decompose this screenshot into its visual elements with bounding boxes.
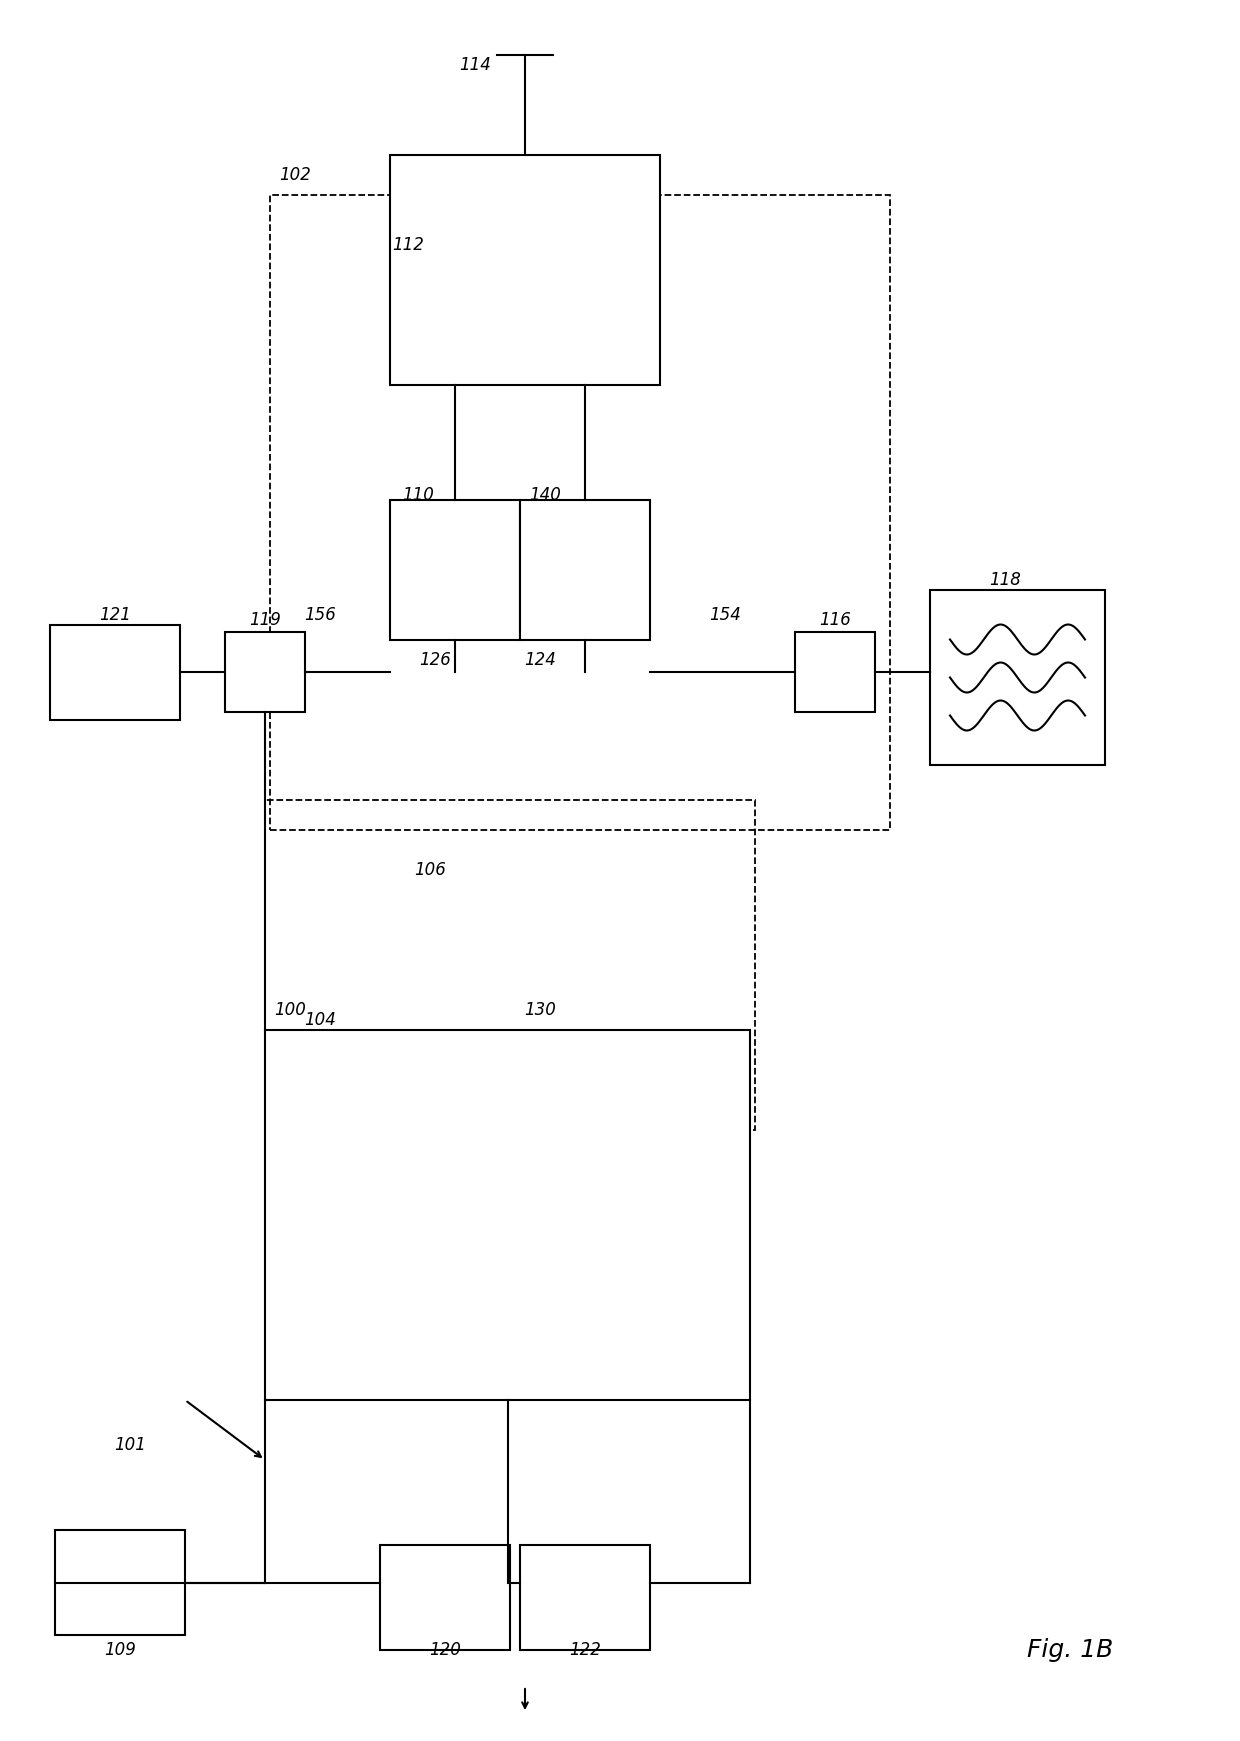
Text: 100: 100 xyxy=(274,1001,306,1018)
Text: 124: 124 xyxy=(525,651,556,669)
Text: 140: 140 xyxy=(529,486,560,503)
Text: 101: 101 xyxy=(114,1436,146,1454)
Text: 119: 119 xyxy=(249,611,281,629)
Bar xyxy=(379,1544,510,1650)
Text: Fig. 1B: Fig. 1B xyxy=(1027,1638,1114,1663)
Bar xyxy=(520,500,650,641)
Bar xyxy=(265,801,755,1130)
Bar xyxy=(795,632,875,712)
Text: 130: 130 xyxy=(525,1001,556,1018)
Text: 126: 126 xyxy=(419,651,451,669)
Text: 120: 120 xyxy=(429,1642,461,1659)
Text: 112: 112 xyxy=(392,237,424,254)
Bar xyxy=(224,632,305,712)
Text: 156: 156 xyxy=(304,606,336,623)
Bar xyxy=(930,590,1105,764)
Text: 121: 121 xyxy=(99,606,131,623)
Bar xyxy=(55,1530,185,1635)
Text: 116: 116 xyxy=(820,611,851,629)
Text: 109: 109 xyxy=(104,1642,136,1659)
Text: 106: 106 xyxy=(414,862,446,879)
Text: 110: 110 xyxy=(402,486,434,503)
Text: 122: 122 xyxy=(569,1642,601,1659)
Text: 102: 102 xyxy=(279,165,311,185)
Text: 118: 118 xyxy=(990,571,1021,588)
Bar xyxy=(391,500,520,641)
Bar xyxy=(520,1544,650,1650)
Text: 114: 114 xyxy=(459,56,491,75)
Bar xyxy=(270,195,890,830)
Text: 104: 104 xyxy=(304,1012,336,1029)
Bar xyxy=(391,155,660,385)
Bar xyxy=(50,625,180,721)
Bar xyxy=(265,1031,750,1400)
Text: 154: 154 xyxy=(709,606,742,623)
